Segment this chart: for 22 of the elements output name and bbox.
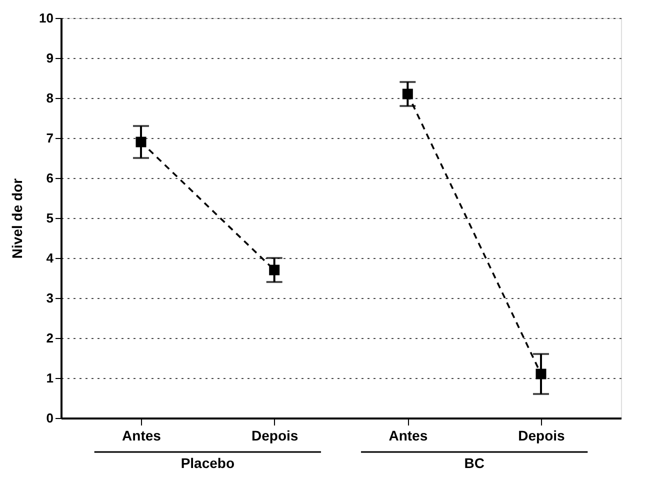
point [136, 136, 146, 148]
y-tick-label: 8 [46, 90, 54, 106]
text: Placebo [180, 455, 235, 471]
y-tick-label: 5 [46, 210, 54, 226]
point [269, 264, 280, 276]
y-tick-label: 4 [46, 250, 54, 266]
text: BC [464, 455, 484, 471]
x-tick-label: Depois [518, 428, 566, 444]
y-tick-label: 1 [46, 370, 54, 386]
y-tick-label: 7 [46, 130, 54, 146]
y-tick-label: 2 [46, 330, 54, 346]
x-tick-label: Antes [122, 428, 162, 444]
x-tick-label: Antes [388, 428, 428, 444]
y-tick-label: 6 [46, 170, 54, 186]
y-tick-label: 9 [46, 50, 54, 66]
x-tick-label: Depois [251, 428, 298, 444]
y-tick-label: 10 [39, 10, 54, 26]
y-tick-label: 0 [46, 410, 54, 426]
point [536, 368, 546, 380]
y-tick-label: 3 [46, 290, 54, 306]
point [402, 88, 413, 100]
y-axis-title: Nivel de dor [9, 178, 26, 259]
